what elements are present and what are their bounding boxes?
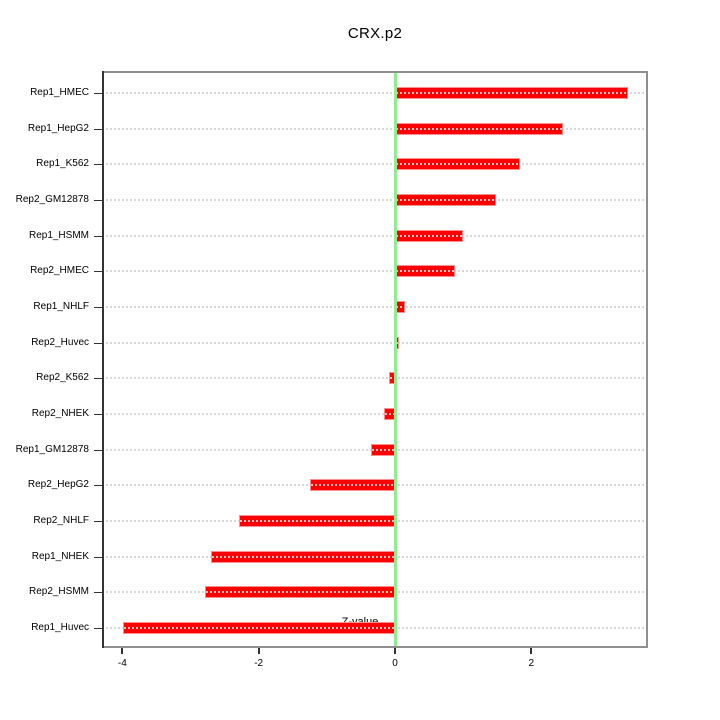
chart-title: CRX.p2 [347,25,403,42]
gridline-Rep1_HepG2 [102,127,648,130]
y-tick-Rep1_HepG2 [94,128,102,130]
x-tick-label-0: 0 [392,658,398,669]
bar-Rep1_NHEK [210,550,395,563]
bar-grid-overlay [396,199,495,201]
bar-grid-overlay [372,448,394,451]
x-tick-2 [530,648,533,654]
x-tick-label-2: 2 [528,658,535,669]
y-tick-Rep2_GM12878 [94,200,102,201]
y-label-Rep1_NHEK: Rep1_NHEK [31,550,89,562]
bar-grid-overlay [389,377,394,380]
bar-grid-overlay [396,92,628,94]
y-label-Rep1_HMEC: Rep1_HMEC [30,87,89,98]
y-label-Rep2_K562: Rep2_K562 [36,372,89,384]
y-label-Rep2_HMEC: Rep2_HMEC [30,265,89,277]
y-label-Rep1_HSMM: Rep1_HSMM [28,229,89,241]
y-tick-Rep1_Huvec [94,628,102,630]
bar-grid-overlay [396,163,520,166]
bar-Rep2_HMEC [395,265,455,278]
y-label-Rep2_Huvec: Rep2_Huvec [31,336,89,348]
bar-grid-overlay [124,627,394,630]
y-label-Rep2_HepG2: Rep2_HepG2 [27,479,89,491]
bar-grid-overlay [396,270,454,273]
gridline-Rep1_HSMM [102,234,648,237]
y-tick-Rep2_NHEK [94,414,102,416]
bar-grid-overlay [385,413,394,416]
gridline-Rep2_HMEC [102,270,648,273]
bar-Rep1_GM12878 [371,443,395,456]
gridline-Rep1_K562 [102,163,648,166]
bar-grid-overlay [205,591,394,594]
y-tick-Rep1_GM12878 [94,449,102,451]
y-label-Rep1_NHLF: Rep1_NHLF [33,301,89,313]
y-label-Rep2_NHEK: Rep2_NHEK [31,408,89,420]
bar-grid-overlay [396,341,399,344]
bar-Rep2_HepG2 [310,479,395,492]
y-tick-Rep1_HMEC [94,93,102,94]
bar-Rep1_HMEC [395,87,629,99]
gridline-Rep2_K562 [102,377,648,380]
y-label-Rep2_NHLF: Rep2_NHLF [33,515,89,527]
y-tick-Rep2_HMEC [94,271,102,273]
y-tick-Rep1_NHLF [94,307,102,309]
bar-Rep1_HSMM [395,229,464,242]
y-label-Rep1_Huvec: Rep1_Huvec [31,622,89,634]
y-label-Rep1_K562: Rep1_K562 [36,158,89,170]
bar-grid-overlay [311,484,394,487]
bar-Rep2_GM12878 [395,194,496,206]
bar-Rep1_HepG2 [395,122,564,135]
bar-grid-overlay [239,520,394,523]
y-tick-Rep2_HSMM [94,592,102,594]
gridline-Rep2_Huvec [102,341,648,344]
x-tick-label--4: -4 [117,658,127,669]
y-label-Rep2_HSMM: Rep2_HSMM [28,586,89,598]
y-label-Rep1_HepG2: Rep1_HepG2 [27,122,89,134]
bar-grid-overlay [396,127,563,130]
y-tick-Rep2_HepG2 [94,485,102,487]
y-tick-Rep2_NHLF [94,521,102,523]
y-tick-Rep1_HSMM [94,235,102,237]
gridline-Rep2_GM12878 [102,199,648,201]
x-tick--4 [121,648,124,654]
bar-Rep1_K562 [395,158,521,171]
bar-Rep2_NHLF [238,515,395,528]
x-tick-label--2: -2 [254,658,264,669]
y-tick-Rep1_K562 [94,164,102,166]
y-label-Rep1_GM12878: Rep1_GM12878 [15,443,89,455]
x-tick-0 [394,648,396,654]
x-tick--2 [257,648,260,654]
gridline-Rep1_HMEC [102,92,648,94]
plot-area: -4 -2 0 2 [94,71,648,669]
bar-Rep2_HSMM [204,586,395,599]
bar-grid-overlay [396,306,405,309]
y-tick-Rep2_K562 [94,378,102,380]
y-tick-Rep2_Huvec [94,342,102,344]
gridline-Rep2_NHEK [102,413,648,416]
gridline-Rep1_NHLF [102,306,648,309]
bar-grid-overlay [396,234,463,237]
bar-grid-overlay [211,555,394,558]
y-label-Rep2_GM12878: Rep2_GM12878 [15,194,89,205]
zero-reference-line [394,71,397,648]
y-tick-Rep1_NHEK [94,556,102,558]
y-axis-line [102,71,104,648]
bar-Rep1_Huvec [123,622,395,635]
